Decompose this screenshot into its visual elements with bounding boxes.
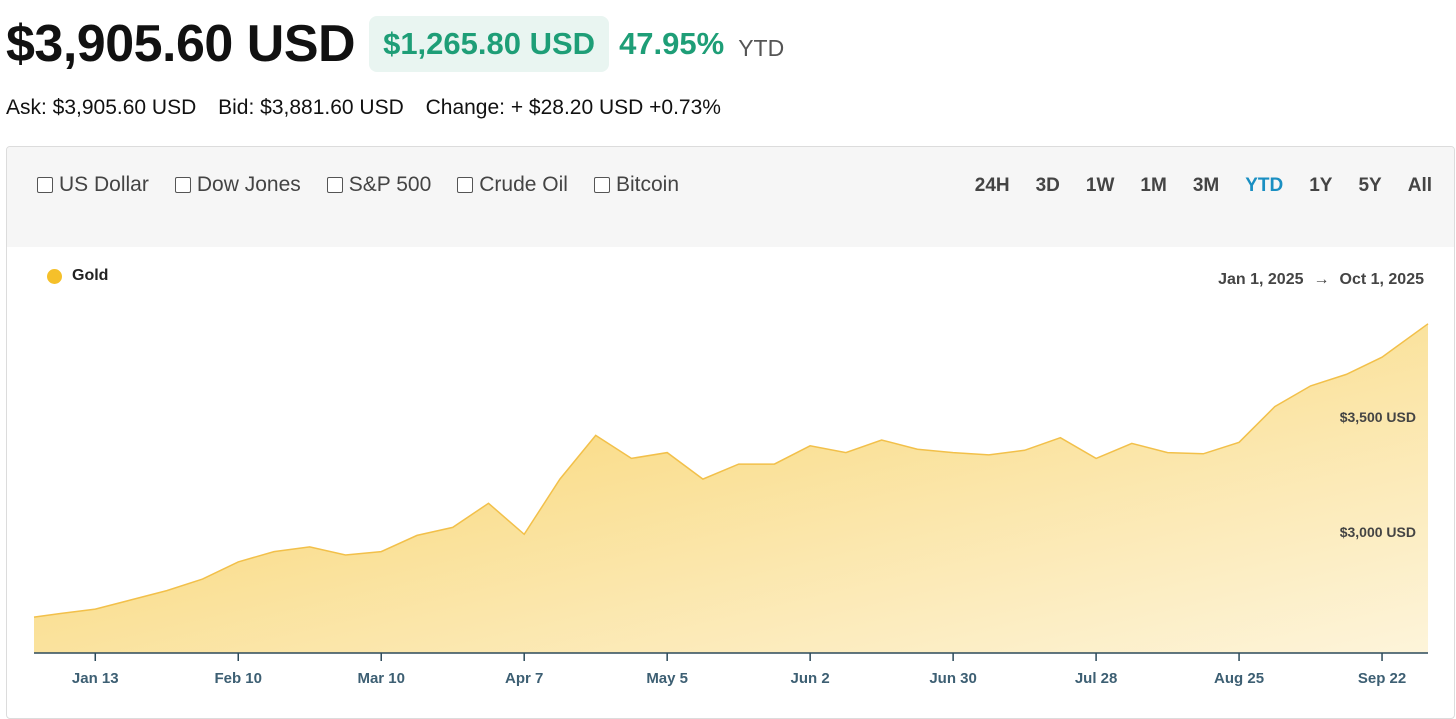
date-range-end: Oct 1, 2025: [1339, 271, 1425, 288]
daily-change: Change: + $28.20 USD +0.73%: [425, 96, 721, 119]
x-tick-label: May 5: [646, 670, 688, 687]
chart-panel: US Dollar Dow Jones S&P 500 Crude Oil Bi…: [6, 146, 1455, 719]
x-tick-label: Sep 22: [1358, 670, 1406, 687]
x-tick-label: Jun 30: [929, 670, 977, 687]
range-all[interactable]: All: [1407, 175, 1432, 196]
time-range-selector: 24H 3D 1W 1M 3M YTD 1Y 5Y All: [949, 175, 1432, 197]
x-tick-label: Jan 13: [72, 670, 119, 687]
chart-area: Jan 13 Feb 10 Mar 10 Apr 7 May 5 Jun 2 Jun 30 J…: [7, 247, 1454, 718]
legend-gold-swatch: [47, 268, 62, 284]
checkbox-icon[interactable]: [326, 177, 343, 193]
change-percent: 47.95%: [619, 26, 725, 61]
range-1w[interactable]: 1W: [1085, 175, 1115, 196]
arrow-right-icon: →: [1313, 271, 1330, 288]
range-3d[interactable]: 3D: [1035, 175, 1060, 196]
legend-gold-label: Gold: [72, 267, 109, 284]
y-axis-labels: $3,000 USD $3,500 USD: [1340, 409, 1416, 540]
checkbox-icon[interactable]: [37, 177, 53, 193]
quote-details: Ask: $3,905.60 USD Bid: $3,881.60 USD Ch…: [6, 96, 737, 120]
y-tick-label: $3,000 USD: [1340, 524, 1416, 540]
series-line-gold: [33, 323, 1429, 618]
change-amount-badge: $1,265.80 USD: [369, 16, 610, 72]
compare-bitcoin[interactable]: Bitcoin: [593, 173, 679, 197]
period-label: YTD: [738, 34, 785, 61]
bid-price: Bid: $3,881.60 USD: [218, 96, 404, 119]
checkbox-icon[interactable]: [174, 177, 191, 193]
x-axis-ticks: Jan 13 Feb 10 Mar 10 Apr 7 May 5 Jun 2 Jun 30 J…: [72, 653, 1406, 687]
chart-toolbar: US Dollar Dow Jones S&P 500 Crude Oil Bi…: [7, 147, 1454, 247]
compare-dow-jones[interactable]: Dow Jones: [174, 173, 301, 197]
price-header: $3,905.60 USD $1,265.80 USD 47.95% YTD: [6, 14, 784, 74]
range-5y[interactable]: 5Y: [1358, 175, 1382, 196]
x-tick-label: Aug 25: [1214, 670, 1264, 687]
range-1m[interactable]: 1M: [1140, 175, 1167, 196]
x-tick-label: Jun 2: [791, 670, 830, 687]
series-area-gold: [34, 323, 1428, 653]
x-tick-label: Feb 10: [214, 670, 262, 687]
range-1y[interactable]: 1Y: [1309, 175, 1333, 196]
x-tick-label: Apr 7: [505, 670, 543, 687]
compare-sp-500[interactable]: S&P 500: [326, 173, 431, 197]
ask-price: Ask: $3,905.60 USD: [6, 96, 197, 119]
y-tick-label: $3,500 USD: [1340, 409, 1416, 425]
range-3m[interactable]: 3M: [1192, 175, 1220, 196]
range-24h[interactable]: 24H: [974, 175, 1010, 196]
x-tick-label: Mar 10: [357, 670, 405, 687]
date-range-start: Jan 1, 2025: [1218, 271, 1304, 288]
x-tick-label: Jul 28: [1075, 670, 1118, 687]
compare-us-dollar[interactable]: US Dollar: [37, 173, 149, 197]
legend: Gold: [47, 267, 108, 285]
range-ytd[interactable]: YTD: [1245, 175, 1284, 196]
gold-price-chart: Jan 13 Feb 10 Mar 10 Apr 7 May 5 Jun 2 Jun 30 J…: [33, 323, 1429, 687]
current-price: $3,905.60 USD: [6, 15, 356, 73]
compare-options: US Dollar Dow Jones S&P 500 Crude Oil Bi…: [37, 173, 705, 197]
checkbox-icon[interactable]: [593, 177, 610, 193]
checkbox-icon[interactable]: [457, 177, 474, 193]
date-range-label: Jan 1, 2025 → Oct 1, 2025: [1218, 271, 1424, 289]
compare-crude-oil[interactable]: Crude Oil: [457, 173, 568, 197]
